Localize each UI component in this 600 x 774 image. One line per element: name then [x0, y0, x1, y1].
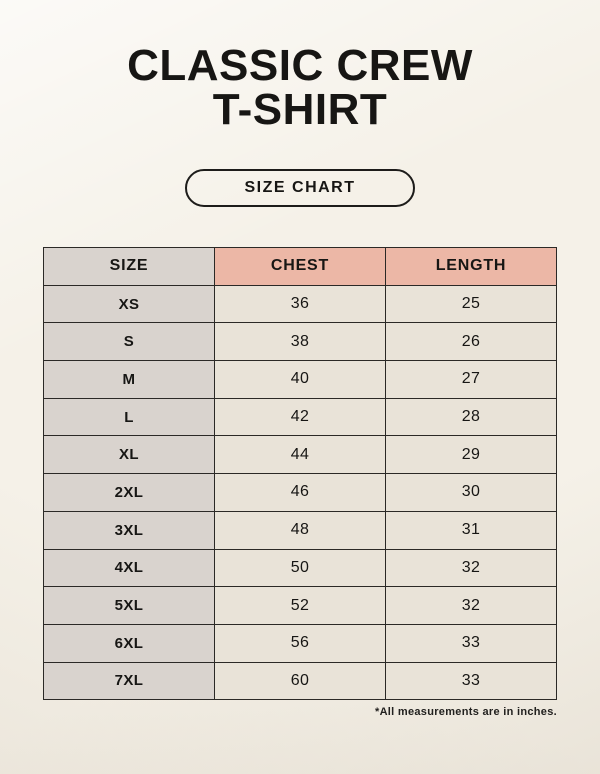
measurement-cell: 36 [214, 284, 386, 324]
measurement-cell: 48 [214, 510, 386, 550]
measurement-cell: 27 [385, 360, 557, 399]
measurement-cell: 30 [385, 473, 557, 512]
measurement-cell: 50 [214, 548, 386, 588]
measurement-cell: 56 [214, 623, 386, 663]
measurement-cell: 52 [214, 586, 386, 625]
table-row: XS 36 25 [43, 284, 557, 324]
measurement-cell: 26 [385, 322, 557, 362]
size-cell: 6XL [43, 623, 215, 663]
measurements-footnote: *All measurements are in inches. [374, 706, 557, 718]
measurement-cell: 29 [385, 435, 557, 475]
measurement-cell: 60 [214, 661, 386, 701]
table-row: 7XL 60 33 [43, 661, 557, 701]
measurement-cell: 32 [385, 586, 557, 625]
measurement-cell: 38 [214, 322, 386, 362]
table-row: 6XL 56 33 [43, 623, 557, 663]
table-row: 2XL 46 30 [43, 473, 557, 512]
table-row: 3XL 48 31 [43, 510, 557, 550]
size-table: SIZE CHEST LENGTH XS 36 25 S 38 26 M 40 27 L 42 28 XL 44… [43, 247, 557, 701]
size-cell: 7XL [43, 661, 215, 701]
size-cell: 4XL [43, 548, 215, 588]
size-table-container: SIZE CHEST LENGTH XS 36 25 S 38 26 M 40 27 L 42 28 XL 44… [43, 247, 557, 701]
measurement-cell: 25 [385, 284, 557, 324]
measurement-cell: 40 [214, 360, 386, 399]
size-table-body: SIZE CHEST LENGTH XS 36 25 S 38 26 M 40 27 L 42 28 XL 44… [43, 247, 557, 701]
size-cell: S [43, 322, 215, 362]
table-row: XL 44 29 [43, 435, 557, 475]
table-row: M 40 27 [43, 360, 557, 399]
measurement-cell: 28 [385, 397, 557, 437]
measurement-cell: 44 [214, 435, 386, 475]
size-cell: 5XL [43, 586, 215, 625]
page-title: CLASSIC CREW T-SHIRT [0, 0, 600, 132]
measurement-cell: 46 [214, 473, 386, 512]
column-header-chest: CHEST [214, 247, 386, 286]
measurement-cell: 33 [385, 661, 557, 701]
table-row: 5XL 52 32 [43, 586, 557, 625]
size-cell: 2XL [43, 473, 215, 512]
column-header-size: SIZE [43, 247, 215, 286]
size-cell: L [43, 397, 215, 437]
table-row: L 42 28 [43, 397, 557, 437]
measurement-cell: 31 [385, 510, 557, 550]
measurement-cell: 33 [385, 623, 557, 663]
page-title-line2: T-SHIRT [212, 85, 388, 134]
measurement-cell: 42 [214, 397, 386, 437]
page-title-line1: CLASSIC CREW [127, 41, 473, 90]
size-cell: XL [43, 435, 215, 475]
badge-container: SIZE CHART [0, 169, 600, 207]
size-chart-badge[interactable]: SIZE CHART [185, 169, 415, 207]
size-cell: 3XL [43, 510, 215, 550]
table-row: 4XL 50 32 [43, 548, 557, 588]
table-row: S 38 26 [43, 322, 557, 362]
size-cell: M [43, 360, 215, 399]
size-cell: XS [43, 284, 215, 324]
column-header-length: LENGTH [385, 247, 557, 286]
header-row: SIZE CHEST LENGTH [43, 247, 557, 286]
measurement-cell: 32 [385, 548, 557, 588]
